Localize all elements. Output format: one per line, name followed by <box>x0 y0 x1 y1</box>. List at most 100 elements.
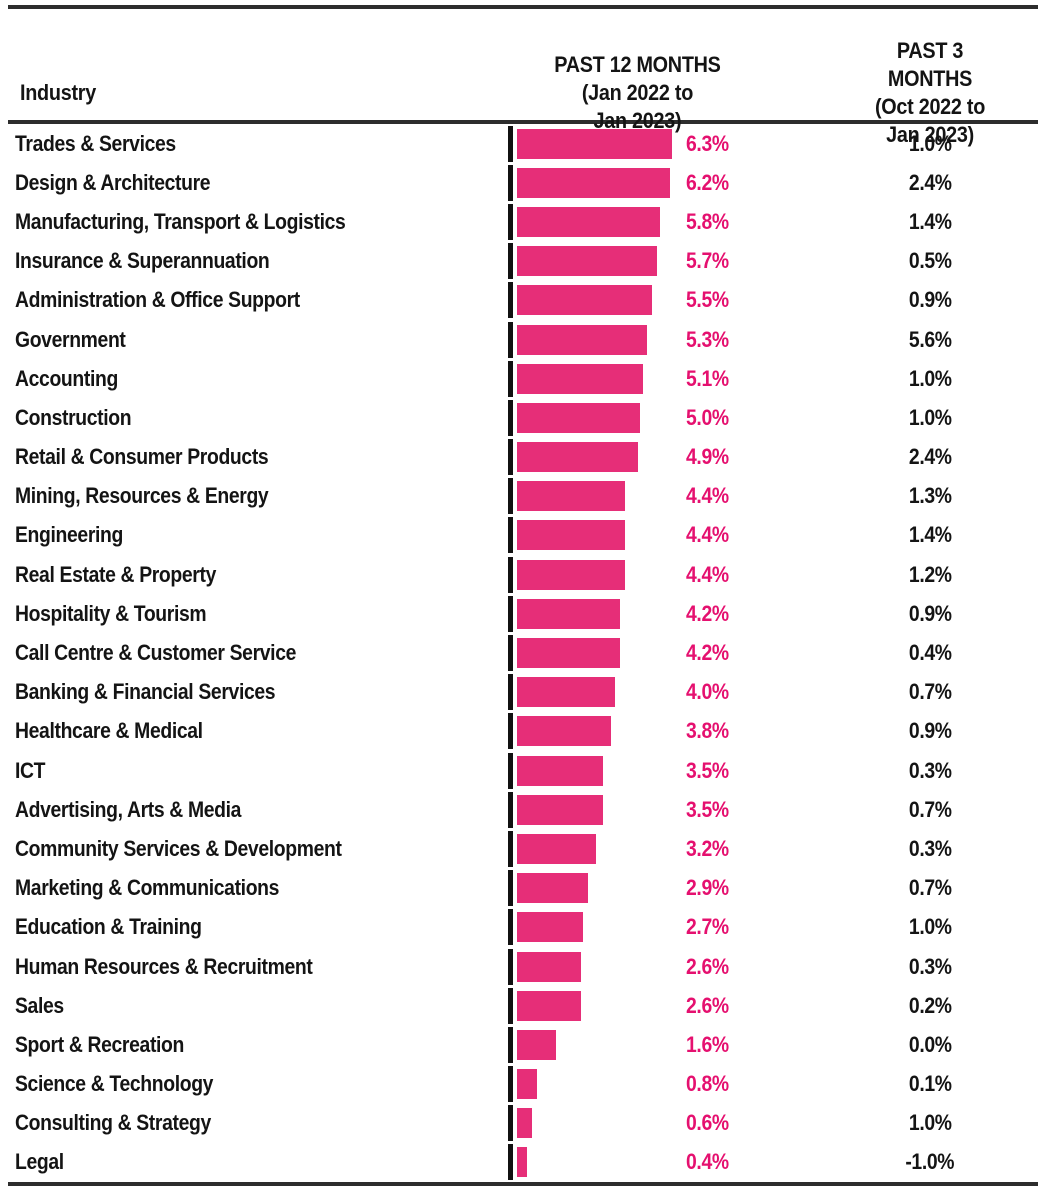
bar <box>517 324 648 355</box>
industry-label: Government <box>8 327 508 353</box>
past12-value-text: 2.6% <box>686 992 729 1018</box>
industry-label-text: Legal <box>15 1149 64 1175</box>
past12-value-text: 4.0% <box>686 679 729 705</box>
industry-label: Science & Technology <box>8 1071 508 1097</box>
past3-value-text: 0.4% <box>908 640 952 666</box>
industry-label-text: Healthcare & Medical <box>15 718 203 744</box>
axis-tick <box>508 635 513 672</box>
past12-value-text: 4.4% <box>686 561 729 587</box>
table-row: Government 5.3% 5.6% <box>8 320 1038 359</box>
past3-value: 1.0% <box>860 131 1000 157</box>
industry-label: Marketing & Communications <box>8 875 508 901</box>
bar <box>517 873 589 904</box>
bar <box>517 402 640 433</box>
column-header-past-12-months-label: PAST 12 MONTHS (Jan 2022 to Jan 2023) <box>553 52 721 133</box>
bar-cell <box>508 163 686 202</box>
axis-tick <box>508 674 513 711</box>
bar-cell <box>508 790 686 829</box>
table-row: Healthcare & Medical 3.8% 0.9% <box>8 712 1038 751</box>
bar-cell <box>508 829 686 868</box>
industry-label-text: Consulting & Strategy <box>15 1110 211 1136</box>
table-body: Trades & Services 6.3% 1.0% Design & Arc… <box>8 124 1038 1182</box>
past3-value-text: 1.3% <box>908 483 952 509</box>
industry-label: Banking & Financial Services <box>8 679 508 705</box>
past3-value-text: 1.4% <box>908 208 952 234</box>
bar-cell <box>508 516 686 555</box>
industry-label: Engineering <box>8 522 508 548</box>
bar-cell <box>508 869 686 908</box>
past3-value-text: 0.9% <box>908 600 952 626</box>
past3-value: 0.9% <box>860 287 1000 313</box>
axis-tick <box>508 987 513 1024</box>
bar <box>517 206 660 237</box>
axis-tick <box>508 909 513 946</box>
past12-value-text: 5.8% <box>686 208 729 234</box>
bar-cell <box>508 242 686 281</box>
past3-value: 0.3% <box>860 954 1000 980</box>
past3-value-text: 0.1% <box>908 1071 952 1097</box>
past3-value: 0.7% <box>860 679 1000 705</box>
bar-cell <box>508 986 686 1025</box>
bar <box>517 1147 527 1178</box>
past3-value: 0.9% <box>860 601 1000 627</box>
top-rule <box>8 5 1038 9</box>
industry-label-text: Hospitality & Tourism <box>15 600 207 626</box>
past12-value-text: 3.8% <box>686 718 729 744</box>
axis-tick <box>508 517 513 554</box>
past12-value: 0.8% <box>686 1071 766 1097</box>
past12-value: 3.5% <box>686 758 766 784</box>
past12-value-text: 2.9% <box>686 875 729 901</box>
bar <box>517 520 626 551</box>
bar <box>517 677 616 708</box>
axis-tick <box>508 713 513 750</box>
table-row: Design & Architecture 6.2% 2.4% <box>8 163 1038 202</box>
industry-label-text: Real Estate & Property <box>15 561 216 587</box>
past3-value: 0.2% <box>860 993 1000 1019</box>
past12-value: 2.9% <box>686 875 766 901</box>
bar-cell <box>508 1025 686 1064</box>
past12-value-text: 5.7% <box>686 248 729 274</box>
past3-value: 1.0% <box>860 405 1000 431</box>
past12-value: 4.4% <box>686 483 766 509</box>
industry-label-text: Mining, Resources & Energy <box>15 483 269 509</box>
past3-value: 1.0% <box>860 366 1000 392</box>
bar-cell <box>508 947 686 986</box>
industry-label-text: Human Resources & Recruitment <box>15 953 313 979</box>
past3-value-text: 1.0% <box>908 404 952 430</box>
industry-label-text: Sales <box>15 992 64 1018</box>
bar <box>517 167 670 198</box>
industry-label-text: Design & Architecture <box>15 169 211 195</box>
bar <box>517 951 581 982</box>
past12-value-text: 3.2% <box>686 835 729 861</box>
past3-value-text: 1.4% <box>908 522 952 548</box>
axis-tick <box>508 399 513 436</box>
table-row: Consulting & Strategy 0.6% 1.0% <box>8 1104 1038 1143</box>
industry-label: Community Services & Development <box>8 836 508 862</box>
bar-cell <box>508 320 686 359</box>
past3-value: 0.4% <box>860 640 1000 666</box>
table-row: Hospitality & Tourism 4.2% 0.9% <box>8 594 1038 633</box>
table-row: Science & Technology 0.8% 0.1% <box>8 1065 1038 1104</box>
past3-value-text: 0.2% <box>908 992 952 1018</box>
past12-value: 0.6% <box>686 1110 766 1136</box>
past12-value-text: 5.0% <box>686 404 729 430</box>
past3-value: 5.6% <box>860 327 1000 353</box>
past12-value: 4.4% <box>686 522 766 548</box>
industry-label-text: Call Centre & Customer Service <box>15 640 297 666</box>
table-row: Accounting 5.1% 1.0% <box>8 359 1038 398</box>
past3-value-text: 0.0% <box>908 1031 952 1057</box>
past3-value-text: 0.9% <box>908 287 952 313</box>
industry-label: Insurance & Superannuation <box>8 248 508 274</box>
industry-label: Human Resources & Recruitment <box>8 954 508 980</box>
industry-label: ICT <box>8 758 508 784</box>
past3-value: 2.4% <box>860 170 1000 196</box>
past12-value: 5.8% <box>686 209 766 235</box>
industry-label-text: Marketing & Communications <box>15 875 280 901</box>
industry-label-text: Retail & Consumer Products <box>15 444 269 470</box>
past3-value-text: -1.0% <box>905 1149 955 1175</box>
table-row: Mining, Resources & Energy 4.4% 1.3% <box>8 477 1038 516</box>
table-row: Retail & Consumer Products 4.9% 2.4% <box>8 438 1038 477</box>
bar <box>517 833 596 864</box>
past12-value: 5.0% <box>686 405 766 431</box>
past12-value: 5.1% <box>686 366 766 392</box>
